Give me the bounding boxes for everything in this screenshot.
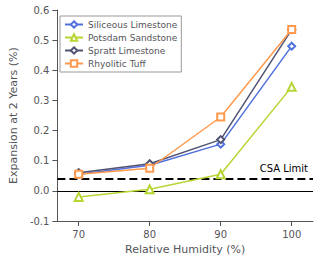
- svg-text:CSA Limit: CSA Limit: [260, 163, 308, 174]
- svg-text:Rhyolitic Tuff: Rhyolitic Tuff: [88, 59, 146, 69]
- svg-text:0.0: 0.0: [34, 185, 50, 196]
- svg-text:70: 70: [72, 229, 85, 240]
- svg-text:0.2: 0.2: [34, 125, 50, 136]
- svg-text:100: 100: [282, 229, 301, 240]
- svg-text:Potsdam Sandstone: Potsdam Sandstone: [88, 33, 178, 43]
- svg-text:90: 90: [214, 229, 227, 240]
- svg-text:Expansion at 2 Years (%): Expansion at 2 Years (%): [7, 47, 20, 184]
- svg-text:0.5: 0.5: [34, 35, 50, 46]
- svg-text:80: 80: [143, 229, 156, 240]
- svg-text:Relative Humidity (%): Relative Humidity (%): [125, 243, 245, 256]
- svg-text:Spratt Limestone: Spratt Limestone: [88, 46, 166, 56]
- svg-text:0.3: 0.3: [34, 95, 50, 106]
- svg-text:-0.1: -0.1: [30, 216, 50, 227]
- svg-text:0.4: 0.4: [34, 65, 50, 76]
- svg-text:0.1: 0.1: [34, 155, 50, 166]
- svg-text:0.6: 0.6: [34, 5, 50, 16]
- svg-text:Siliceous Limestone: Siliceous Limestone: [88, 20, 178, 30]
